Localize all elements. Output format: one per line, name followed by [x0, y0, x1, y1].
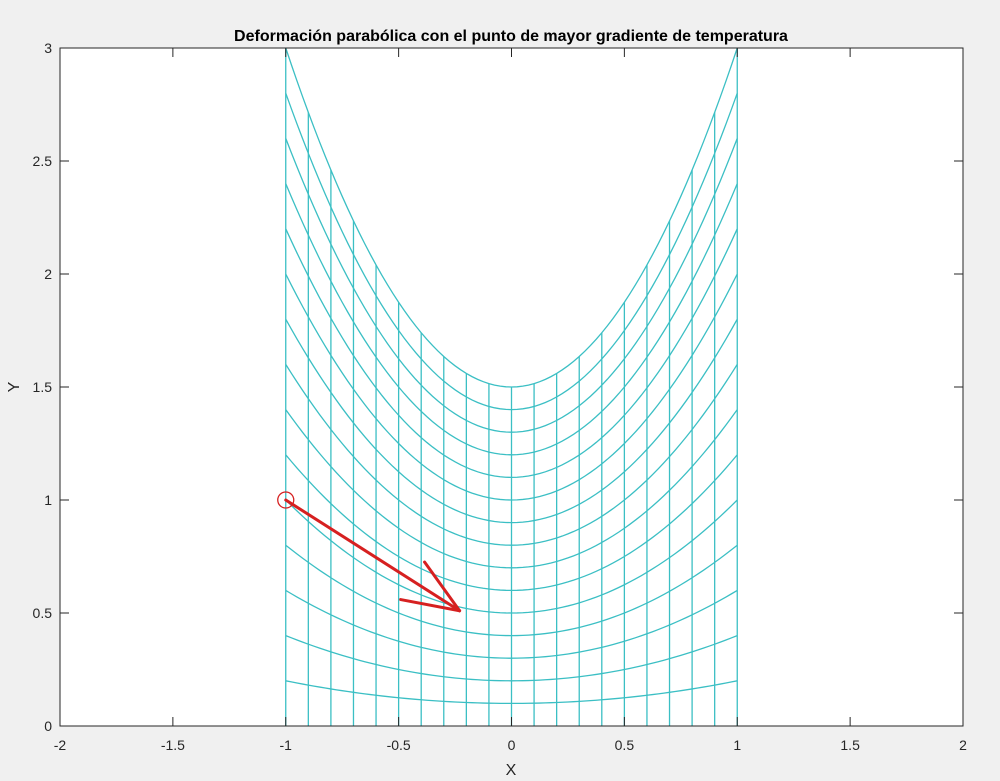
x-tick-label: -1: [280, 737, 293, 753]
y-tick-label: 0: [44, 718, 52, 734]
x-tick-label: 1.5: [840, 737, 860, 753]
gradient-arrow-shaft: [284, 498, 462, 613]
y-tick-label: 0.5: [33, 605, 53, 621]
y-tick-label: 1.5: [33, 379, 53, 395]
x-tick-label: 1: [733, 737, 741, 753]
y-tick-label: 1: [44, 492, 52, 508]
deformation-mesh: [285, 47, 738, 726]
x-tick-label: 0.5: [615, 737, 635, 753]
gradient-annotation: [277, 491, 462, 613]
gradient-arrow-head: [423, 560, 462, 613]
y-axis-ticks: 0 0.5 1 1.5 2 2.5 3: [33, 40, 963, 734]
chart-title: Deformación parabólica con el punto de m…: [234, 28, 788, 45]
x-tick-label: -1.5: [161, 737, 185, 753]
x-axis-ticks: -2 -1.5 -1 -0.5 0 0.5 1 1.5 2: [54, 48, 967, 753]
x-tick-label: -2: [54, 737, 67, 753]
max-gradient-point-marker: [277, 491, 295, 509]
x-tick-label: -0.5: [387, 737, 411, 753]
y-tick-label: 2.5: [33, 153, 53, 169]
x-tick-label: 2: [959, 737, 967, 753]
x-axis-label: X: [506, 762, 517, 779]
x-tick-label: 0: [508, 737, 516, 753]
y-tick-label: 3: [44, 40, 52, 56]
gradient-arrow-head: [399, 598, 462, 613]
y-axis-label: Y: [6, 381, 23, 392]
y-tick-label: 2: [44, 266, 52, 282]
